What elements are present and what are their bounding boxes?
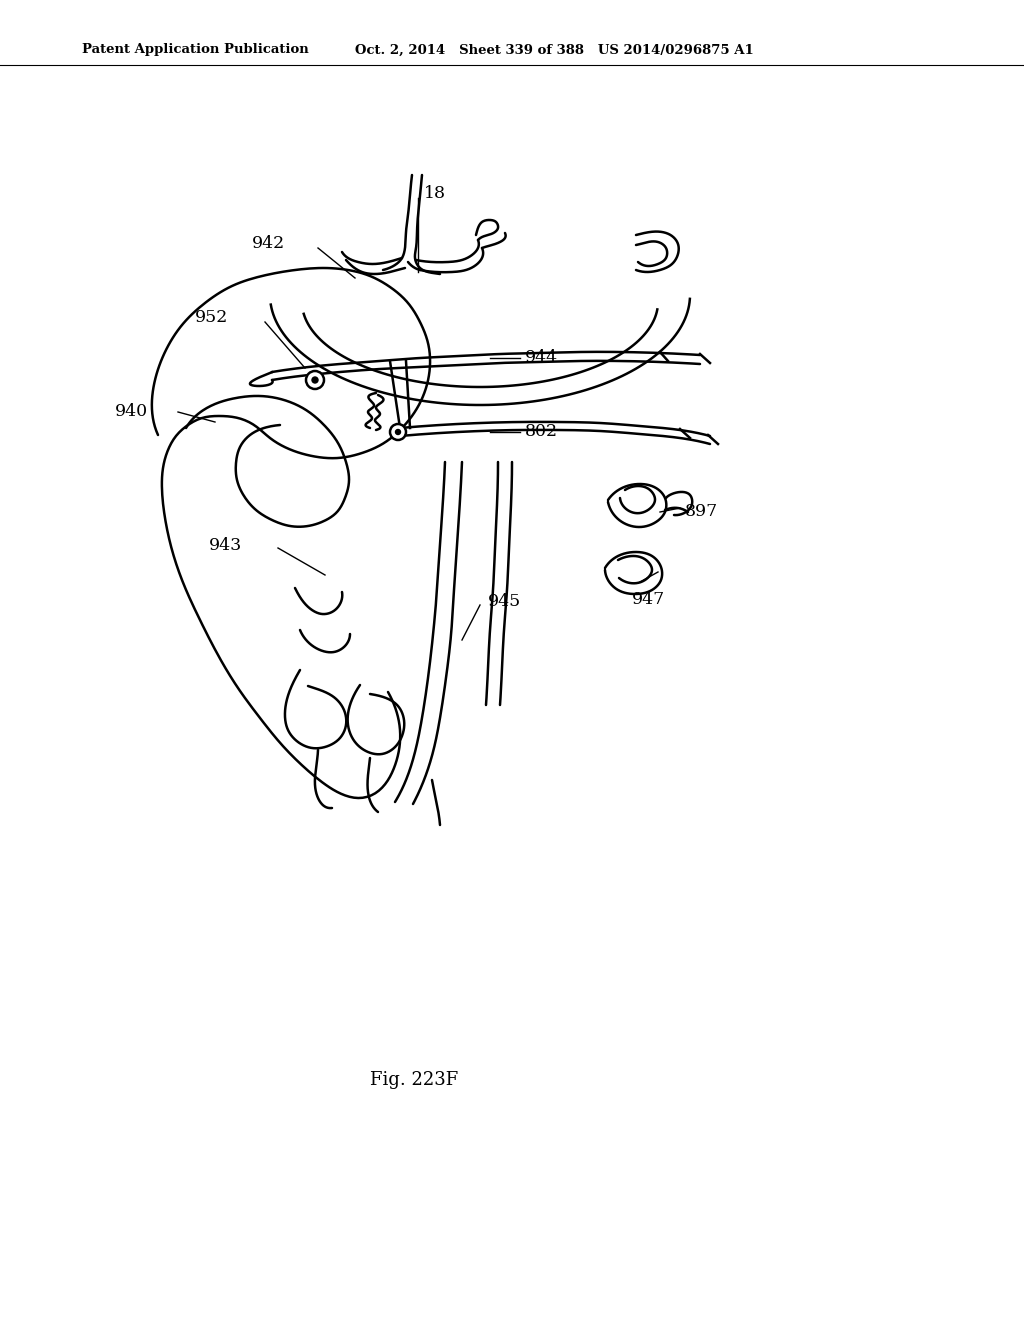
Text: 947: 947 bbox=[632, 591, 666, 609]
Circle shape bbox=[390, 424, 406, 440]
Circle shape bbox=[306, 371, 324, 389]
Text: 942: 942 bbox=[252, 235, 285, 252]
Text: Oct. 2, 2014   Sheet 339 of 388   US 2014/0296875 A1: Oct. 2, 2014 Sheet 339 of 388 US 2014/02… bbox=[355, 44, 754, 57]
Text: 940: 940 bbox=[115, 404, 148, 421]
Text: Fig. 223F: Fig. 223F bbox=[370, 1071, 459, 1089]
Text: 897: 897 bbox=[685, 503, 718, 520]
Text: 944: 944 bbox=[525, 350, 558, 367]
Text: 943: 943 bbox=[209, 536, 242, 553]
Text: Patent Application Publication: Patent Application Publication bbox=[82, 44, 309, 57]
Text: 945: 945 bbox=[488, 594, 521, 610]
Text: 952: 952 bbox=[195, 309, 228, 326]
Text: 18: 18 bbox=[424, 186, 446, 202]
Text: 802: 802 bbox=[525, 424, 558, 441]
Circle shape bbox=[312, 378, 318, 383]
Circle shape bbox=[395, 429, 400, 434]
